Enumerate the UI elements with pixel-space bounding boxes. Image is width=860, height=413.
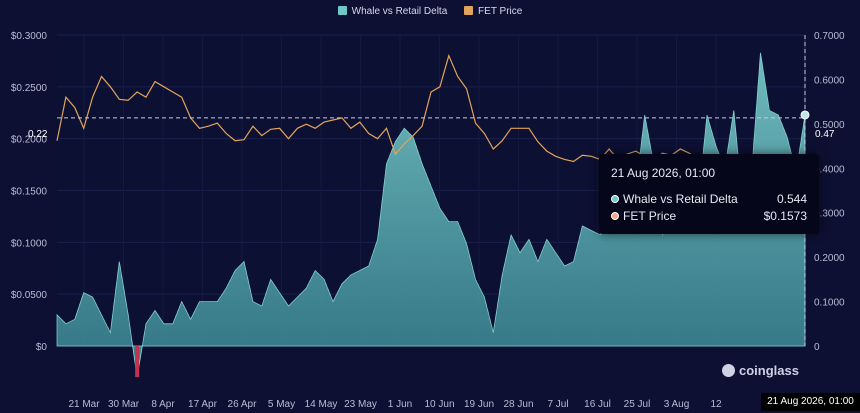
tooltip-label-price: FET Price [623,209,677,223]
x-axis-tick-label: 19 Jun [464,399,494,410]
left-axis-tick-label: $0.1500 [11,187,48,198]
x-axis-tick-label: 5 May [268,399,295,410]
x-axis-tick-label: 28 Jun [503,399,533,410]
tooltip-dot-delta [611,195,619,203]
price-line [56,53,806,223]
right-axis-tick-label: 0.6000 [814,75,845,86]
delta-marker [800,110,810,120]
tooltip-row-delta: Whale vs Retail Delta 0.544 [611,192,807,208]
legend-item-delta[interactable]: Whale vs Retail Delta [337,6,448,17]
x-axis-tick-label: 14 May [305,399,338,410]
x-axis-tick-label: 10 Jun [424,399,454,410]
right-axis-tick-label: 0.3000 [814,209,845,220]
left-axis-tick-label: $0.2000 [11,135,48,146]
x-axis-tick-label: 23 May [344,399,377,410]
tooltip-value-delta: 0.544 [776,192,807,206]
legend: Whale vs Retail Delta FET Price [0,6,860,17]
x-axis-tick-label: 21 Mar [68,399,100,410]
left-axis-tick-label: $0.3000 [11,31,48,42]
tooltip-dot-price [611,212,619,220]
crosshair-left-label: 0.22 [28,129,48,140]
x-axis-tick-label: 12 [710,399,722,410]
legend-swatch-price [464,6,474,15]
left-axis-tick-label: $0.2500 [11,83,48,94]
right-axis-tick-label: 0 [814,342,820,353]
x-axis-tick-label: 8 Apr [151,399,175,410]
x-axis-tick-label: 1 Jun [388,399,412,410]
coinglass-logo-icon [722,364,735,377]
x-axis-tick-label: 7 Jul [547,399,568,410]
delta-area [56,35,806,378]
tooltip-label-delta: Whale vs Retail Delta [623,192,738,206]
brand-label: coinglass [739,363,799,378]
right-axis-tick-label: 0.2000 [814,253,845,264]
right-axis-tick-label: 0.4000 [814,164,845,175]
right-axis-tick-label: 0.1000 [814,298,845,309]
x-axis-tick-label: 17 Apr [188,399,218,410]
axis-labels: $0 $0.0500 $0.1000 $0.1500 $0.2000 $0.2500 $0.… [11,31,845,410]
x-axis-tick-label: 16 Jul [584,399,611,410]
right-axis-tick-label: 0.7000 [814,31,845,42]
right-axis-tick-label: 0.5000 [814,120,845,131]
x-axis-tick-label: 3 Aug [664,399,690,410]
tooltip-title: 21 Aug 2026, 01:00 [611,166,716,180]
x-axis-tick-label: 30 Mar [108,399,140,410]
tooltip-value-price: $0.1573 [763,209,807,223]
x-axis-tick-label: 25 Jul [624,399,651,410]
delta-negative-spike [135,346,140,378]
tooltip: 21 Aug 2026, 01:00 Whale vs Retail Delta… [599,154,819,234]
legend-label-price: FET Price [478,6,523,17]
x-axis-tick-label: 26 Apr [228,399,258,410]
legend-item-price[interactable]: FET Price [464,6,522,17]
legend-label-delta: Whale vs Retail Delta [351,6,448,17]
left-axis-tick-label: $0.1000 [11,238,48,249]
left-axis-tick-label: $0.0500 [11,290,48,301]
left-axis-tick-label: $0 [36,342,48,353]
crosshair-date-label: 21 Aug 2026, 01:00 [761,393,860,411]
crosshair-right-label: 0.47 [815,129,835,140]
tooltip-row-price: FET Price $0.1573 [611,209,807,225]
legend-swatch-delta [337,6,347,15]
price-line-path [56,53,806,223]
coinglass-watermark: coinglass [722,363,799,378]
